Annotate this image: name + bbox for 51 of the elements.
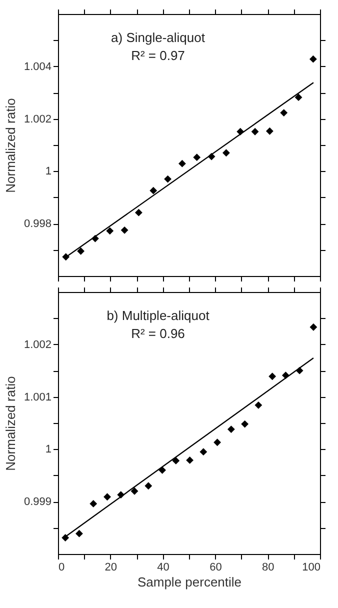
x-tick-label: 0 [58,562,65,574]
point [164,175,172,183]
y-tick-label: 1.004 [24,60,52,73]
point [130,487,138,495]
x-tick-label: 40 [157,562,170,574]
x-tick-label: 80 [262,562,274,574]
point [227,426,235,433]
point [268,372,276,380]
point [62,534,70,542]
point [309,55,317,63]
point [120,226,128,234]
y-tick-label: 1.001 [24,391,52,404]
point [280,109,288,116]
point [200,448,208,456]
point [193,154,201,162]
y-axis-title: Normalized ratio [2,98,18,193]
point [251,128,259,136]
point [90,500,98,508]
y-tick-label: 1.002 [24,113,52,126]
point [150,186,158,194]
y-tick-label: 0.999 [24,496,52,508]
point [310,323,318,331]
point [144,482,152,490]
point [134,208,142,216]
annotation: b) Multiple-aliquot [106,308,210,323]
y-tick-label: 1.002 [24,338,52,351]
x-tick-label: 60 [210,562,222,574]
y-tick-label: 1 [45,166,52,178]
point [77,247,84,255]
point [186,456,194,464]
point [266,127,274,135]
point [76,530,83,538]
point [254,401,262,409]
point [172,457,180,464]
annotation: R² = 0.97 [131,48,185,63]
annotation: a) Single-aliquot [111,30,206,45]
y-axis-title: Normalized ratio [2,376,18,471]
annotation: R² = 0.96 [131,326,185,341]
point [241,420,249,428]
point [294,94,302,102]
x-tick-label: 100 [302,562,320,574]
y-tick-label: 1 [45,444,52,456]
x-tick-label: 20 [104,562,118,574]
point [104,493,111,501]
point [106,227,114,235]
point [158,466,166,474]
point [178,160,186,168]
point [222,149,230,157]
point [214,438,222,446]
x-axis-title: Sample percentile [137,574,242,590]
y-tick-label: 0.998 [24,218,52,230]
